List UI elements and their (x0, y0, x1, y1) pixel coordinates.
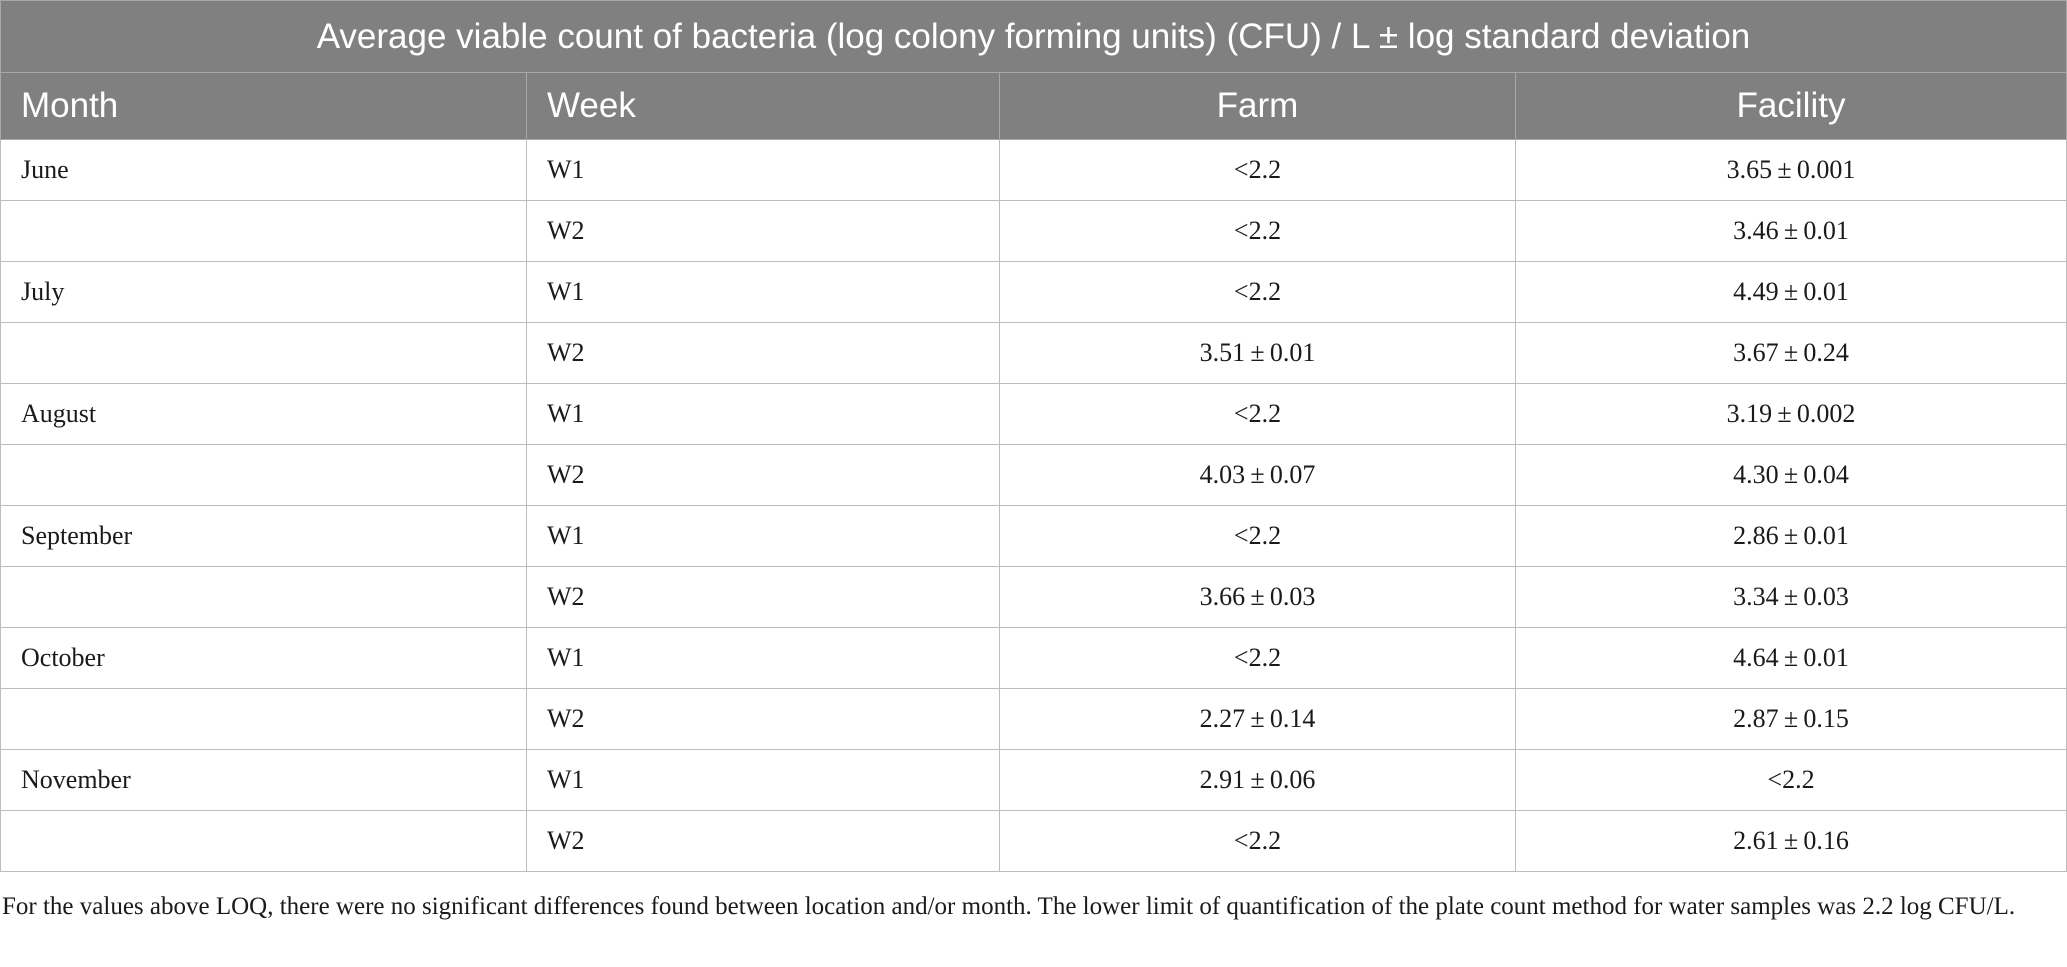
table-row: W2 <2.2 3.46 ± 0.01 (0, 200, 2067, 262)
cell-facility: 3.34 ± 0.03 (1515, 566, 2067, 628)
cell-month: June (0, 139, 527, 201)
header-row: Month Week Farm Facility (0, 72, 2067, 140)
table-row: August W1 <2.2 3.19 ± 0.002 (0, 383, 2067, 445)
header-farm: Farm (999, 72, 1516, 140)
cell-month: August (0, 383, 527, 445)
table-row: November W1 2.91 ± 0.06 <2.2 (0, 749, 2067, 811)
cell-month: November (0, 749, 527, 811)
cell-farm: 3.66 ± 0.03 (999, 566, 1516, 628)
table-row: W2 3.51 ± 0.01 3.67 ± 0.24 (0, 322, 2067, 384)
header-facility: Facility (1515, 72, 2067, 140)
cell-facility: 2.86 ± 0.01 (1515, 505, 2067, 567)
table-row: W2 3.66 ± 0.03 3.34 ± 0.03 (0, 566, 2067, 628)
table-title: Average viable count of bacteria (log co… (0, 0, 2067, 73)
cell-week: W2 (526, 200, 1000, 262)
cell-month (0, 566, 527, 628)
cell-week: W1 (526, 627, 1000, 689)
header-month: Month (0, 72, 527, 140)
cell-month: October (0, 627, 527, 689)
cell-month: July (0, 261, 527, 323)
cell-facility: 3.19 ± 0.002 (1515, 383, 2067, 445)
cell-month (0, 444, 527, 506)
cell-facility: 4.49 ± 0.01 (1515, 261, 2067, 323)
table-row: W2 2.27 ± 0.14 2.87 ± 0.15 (0, 688, 2067, 750)
cell-farm: 2.91 ± 0.06 (999, 749, 1516, 811)
cell-facility: 3.46 ± 0.01 (1515, 200, 2067, 262)
cell-week: W2 (526, 688, 1000, 750)
cell-week: W1 (526, 383, 1000, 445)
cell-facility: 2.61 ± 0.16 (1515, 810, 2067, 872)
cell-week: W2 (526, 322, 1000, 384)
cell-facility: <2.2 (1515, 749, 2067, 811)
table-row: July W1 <2.2 4.49 ± 0.01 (0, 261, 2067, 323)
table-footnote: For the values above LOQ, there were no … (2, 893, 2016, 920)
cell-farm: <2.2 (999, 139, 1516, 201)
cell-week: W2 (526, 566, 1000, 628)
cell-farm: 4.03 ± 0.07 (999, 444, 1516, 506)
cell-farm: <2.2 (999, 505, 1516, 567)
cell-farm: 2.27 ± 0.14 (999, 688, 1516, 750)
header-week: Week (526, 72, 1000, 140)
cell-week: W1 (526, 261, 1000, 323)
data-table: Average viable count of bacteria (log co… (0, 0, 2067, 872)
cell-month (0, 810, 527, 872)
table-row: September W1 <2.2 2.86 ± 0.01 (0, 505, 2067, 567)
cell-facility: 3.65 ± 0.001 (1515, 139, 2067, 201)
cell-week: W2 (526, 810, 1000, 872)
cell-farm: <2.2 (999, 261, 1516, 323)
table-row: October W1 <2.2 4.64 ± 0.01 (0, 627, 2067, 689)
cell-facility: 2.87 ± 0.15 (1515, 688, 2067, 750)
cell-month: September (0, 505, 527, 567)
cell-week: W2 (526, 444, 1000, 506)
cell-facility: 4.64 ± 0.01 (1515, 627, 2067, 689)
cell-week: W1 (526, 139, 1000, 201)
cell-farm: <2.2 (999, 627, 1516, 689)
table-row: W2 <2.2 2.61 ± 0.16 (0, 810, 2067, 872)
table-row: June W1 <2.2 3.65 ± 0.001 (0, 139, 2067, 201)
cell-farm: <2.2 (999, 810, 1516, 872)
cell-week: W1 (526, 505, 1000, 567)
cell-facility: 4.30 ± 0.04 (1515, 444, 2067, 506)
cell-week: W1 (526, 749, 1000, 811)
cell-month (0, 688, 527, 750)
title-row: Average viable count of bacteria (log co… (0, 0, 2067, 73)
cell-month (0, 200, 527, 262)
cell-farm: <2.2 (999, 200, 1516, 262)
cell-facility: 3.67 ± 0.24 (1515, 322, 2067, 384)
cell-farm: 3.51 ± 0.01 (999, 322, 1516, 384)
cell-farm: <2.2 (999, 383, 1516, 445)
table-row: W2 4.03 ± 0.07 4.30 ± 0.04 (0, 444, 2067, 506)
cell-month (0, 322, 527, 384)
